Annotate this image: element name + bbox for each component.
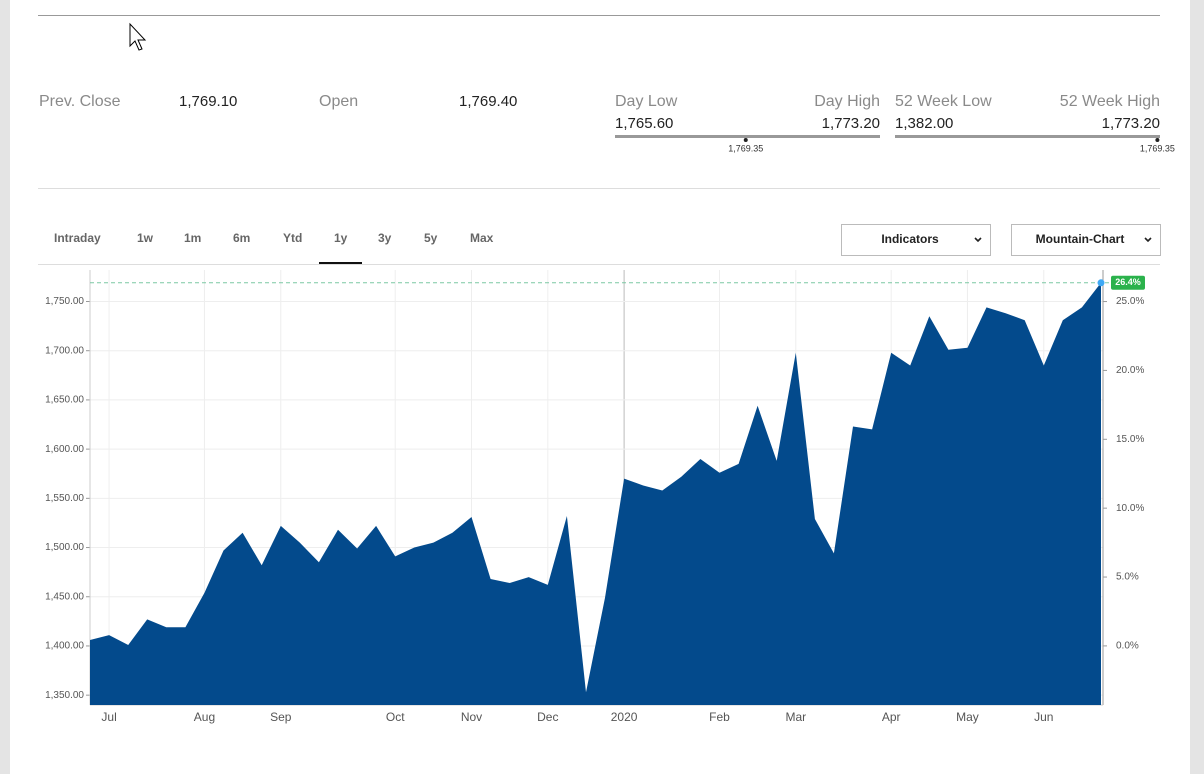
- y-tick-label: 1,500.00: [45, 542, 84, 553]
- y2-tick-label: 15.0%: [1116, 434, 1144, 445]
- x-tick-label: Jun: [1034, 710, 1053, 724]
- time-tab[interactable]: Intraday: [54, 231, 101, 245]
- stat-label: Open: [319, 93, 358, 110]
- x-tick-label: Feb: [709, 710, 730, 724]
- y2-tick-label: 0.0%: [1116, 641, 1139, 652]
- button-label: Indicators: [881, 232, 939, 246]
- range-bar: [615, 135, 880, 138]
- x-tick-label: 2020: [611, 710, 638, 724]
- range-marker: [743, 138, 748, 142]
- x-tick-label: Jul: [101, 710, 116, 724]
- stat-label: Day High: [814, 93, 880, 110]
- last-point: [1097, 279, 1105, 287]
- y2-tick-label: 10.0%: [1116, 503, 1144, 514]
- time-tab[interactable]: 1w: [137, 231, 154, 245]
- chevron: [974, 237, 982, 243]
- y-tick-label: 1,650.00: [45, 395, 84, 406]
- button-label: Mountain-Chart: [1036, 232, 1125, 246]
- y-tick-label: 1,550.00: [45, 493, 84, 504]
- x-tick-label: Aug: [194, 710, 215, 724]
- time-tab[interactable]: 6m: [233, 231, 250, 245]
- button-box: [841, 224, 991, 256]
- tab-underline: [319, 262, 362, 264]
- y-tick-label: 1,750.00: [45, 296, 84, 307]
- price-area: [90, 282, 1101, 705]
- stat-label: Day Low: [615, 93, 678, 110]
- time-tab[interactable]: Max: [470, 231, 494, 245]
- x-tick-label: Nov: [461, 710, 482, 724]
- cursor: [129, 22, 147, 51]
- y-tick-label: 1,700.00: [45, 345, 84, 356]
- x-tick-label: Sep: [270, 710, 292, 724]
- time-tab[interactable]: 5y: [424, 231, 438, 245]
- stat-label: 52 Week High: [1060, 93, 1160, 110]
- time-tab[interactable]: 1m: [184, 231, 201, 245]
- range-bar: [895, 135, 1160, 138]
- y-tick-label: 1,600.00: [45, 444, 84, 455]
- x-tick-label: May: [956, 710, 979, 724]
- time-tab[interactable]: 3y: [378, 231, 392, 245]
- stat-value: 1,773.20: [822, 115, 880, 132]
- change-badge-label: 26.4%: [1115, 277, 1141, 287]
- indicators-button[interactable]: Indicators: [841, 224, 991, 256]
- stat-value: 1,382.00: [895, 115, 953, 132]
- chevron: [1144, 237, 1152, 243]
- chart-type-button[interactable]: Mountain-Chart: [1011, 224, 1161, 256]
- time-tab[interactable]: Ytd: [283, 231, 302, 245]
- y-tick-label: 1,400.00: [45, 641, 84, 652]
- y-tick-label: 1,450.00: [45, 591, 84, 602]
- y2-tick-label: 25.0%: [1116, 296, 1144, 307]
- stat-value: 1,769.40: [459, 93, 517, 110]
- stat-label: Prev. Close: [39, 93, 121, 110]
- range-marker-label: 1,769.35: [1140, 143, 1175, 153]
- time-tab[interactable]: 1y: [334, 231, 348, 245]
- stat-value: 1,765.60: [615, 115, 673, 132]
- y2-tick-label: 5.0%: [1116, 572, 1139, 583]
- stat-value: 1,769.10: [179, 93, 237, 110]
- stat-label: 52 Week Low: [895, 93, 992, 110]
- stat-value: 1,773.20: [1102, 115, 1160, 132]
- range-marker-label: 1,769.35: [728, 143, 763, 153]
- change-badge: [1111, 275, 1145, 290]
- button-box: [1011, 224, 1161, 256]
- x-tick-label: Apr: [882, 710, 901, 724]
- y2-tick-label: 20.0%: [1116, 365, 1144, 376]
- x-tick-label: Oct: [386, 710, 405, 724]
- x-tick-label: Dec: [537, 710, 558, 724]
- range-marker: [1155, 138, 1160, 142]
- x-tick-label: Mar: [785, 710, 806, 724]
- y-tick-label: 1,350.00: [45, 690, 84, 701]
